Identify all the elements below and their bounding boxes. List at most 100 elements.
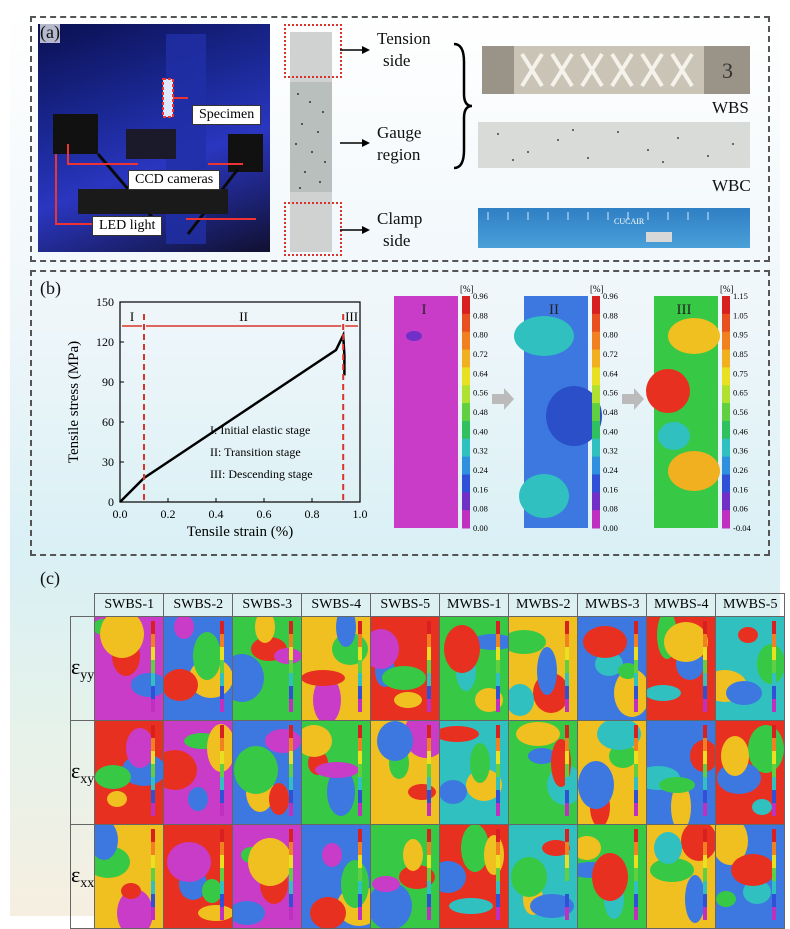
contour-map xyxy=(233,825,302,928)
contour-region xyxy=(618,663,639,679)
colorbar-tick: 0.48 xyxy=(473,407,488,417)
contour-region xyxy=(583,626,628,658)
colorbar-tick: 0.32 xyxy=(473,446,488,456)
mini-colorbar-segment xyxy=(358,790,363,803)
mini-colorbar-segment xyxy=(496,673,501,686)
mini-colorbar-segment xyxy=(703,868,708,881)
mini-colorbar-segment xyxy=(565,907,570,920)
colorbar-tick: 0.24 xyxy=(473,465,489,475)
mini-colorbar-segment xyxy=(151,738,156,751)
mini-colorbar-segment xyxy=(565,738,570,751)
mini-colorbar-segment xyxy=(220,764,225,777)
contour-map xyxy=(716,825,785,928)
mini-colorbar-segment xyxy=(220,621,225,634)
contour-region xyxy=(322,843,343,867)
strain-component-label: εxy xyxy=(69,720,96,825)
strain-map-cell xyxy=(439,720,510,825)
clamp-side-text: Clamp side xyxy=(377,209,423,250)
mini-colorbar-segment xyxy=(634,842,639,855)
contour-region xyxy=(752,799,773,815)
mini-colorbar-segment xyxy=(634,868,639,881)
colorbar-tick: 0.85 xyxy=(733,349,748,359)
mini-colorbar-segment xyxy=(565,764,570,777)
mini-colorbar-segment xyxy=(427,855,432,868)
strain-map-cell xyxy=(508,720,579,825)
map-region xyxy=(646,369,690,413)
contour-region xyxy=(233,901,266,925)
contour-region xyxy=(269,783,290,815)
map-region xyxy=(658,422,690,450)
specimen-label: Specimen xyxy=(192,105,262,125)
mini-colorbar-segment xyxy=(703,699,708,712)
colorbar-tick: 0.88 xyxy=(473,310,488,320)
contour-region xyxy=(233,654,265,702)
column-header: MWBS-5 xyxy=(715,593,786,617)
contour-region xyxy=(726,681,763,705)
colorbar-segment xyxy=(462,313,470,333)
mini-colorbar-segment xyxy=(496,660,501,673)
mini-colorbar-segment xyxy=(634,881,639,894)
colorbar-segment xyxy=(462,367,470,386)
contour-region xyxy=(310,897,347,928)
colorbar-segment xyxy=(722,456,730,475)
colorbar-tick: 0.48 xyxy=(603,407,618,417)
column-header: MWBS-1 xyxy=(439,593,510,617)
mini-colorbar-segment xyxy=(703,842,708,855)
strain-map-cell xyxy=(439,824,510,929)
stage-legend-entry: III: Descending stage xyxy=(210,467,313,481)
contour-region xyxy=(690,740,716,772)
mini-colorbar-segment xyxy=(496,686,501,699)
mini-colorbar-segment xyxy=(496,699,501,712)
mini-colorbar-segment xyxy=(289,855,294,868)
wbs-label: WBS xyxy=(712,98,749,117)
mini-colorbar-segment xyxy=(427,725,432,738)
mini-colorbar-segment xyxy=(565,855,570,868)
strain-map-cell xyxy=(232,720,303,825)
contour-region xyxy=(265,729,302,753)
mini-colorbar-segment xyxy=(289,660,294,673)
strain-map-cell xyxy=(163,824,234,929)
contour-map xyxy=(164,825,233,928)
tension-side-text: Tension side xyxy=(377,29,431,70)
mini-colorbar-segment xyxy=(703,738,708,751)
strain-map-cell xyxy=(646,616,717,721)
colorbar-segment xyxy=(722,492,730,511)
strain-subscript: yy xyxy=(80,667,95,683)
mini-colorbar-segment xyxy=(496,894,501,907)
mini-colorbar-segment xyxy=(772,725,777,738)
contour-region xyxy=(174,617,195,639)
colorbar-tick: 0.06 xyxy=(733,504,748,514)
colorbar-segment xyxy=(592,367,600,386)
mini-colorbar-segment xyxy=(772,842,777,855)
mini-colorbar-segment xyxy=(496,725,501,738)
colorbar-segment xyxy=(592,331,600,351)
mini-colorbar-segment xyxy=(358,699,363,712)
mini-colorbar-segment xyxy=(634,673,639,686)
colorbar-tick: 0.75 xyxy=(733,368,748,378)
mini-colorbar-segment xyxy=(289,829,294,842)
colorbar-segment xyxy=(722,403,730,422)
contour-region xyxy=(654,832,683,864)
mini-colorbar-segment xyxy=(151,621,156,634)
strain-map-stage-3: III [%]1.15 1.05 0.95 0.85 0.75 0.65 0.56 0.46 0.… xyxy=(646,284,751,533)
speckle-pattern xyxy=(290,82,332,192)
mini-colorbar-segment xyxy=(220,673,225,686)
mini-colorbar-segment xyxy=(358,725,363,738)
mini-colorbar-segment xyxy=(289,673,294,686)
stage-label: III xyxy=(345,309,358,324)
colorbar-segment xyxy=(722,331,730,351)
stage-label: I xyxy=(130,309,134,324)
contour-region xyxy=(578,761,615,809)
strain-map-cell xyxy=(577,720,648,825)
y-tick-label: 30 xyxy=(102,455,114,469)
contour-region xyxy=(121,883,142,899)
strain-map-cell xyxy=(301,616,372,721)
contour-map xyxy=(95,721,164,824)
colorbar-tick: 0.96 xyxy=(603,291,618,301)
mini-colorbar-segment xyxy=(289,907,294,920)
mini-colorbar-segment xyxy=(772,855,777,868)
mini-colorbar-segment xyxy=(703,907,708,920)
mini-colorbar-segment xyxy=(358,673,363,686)
mini-colorbar-segment xyxy=(358,855,363,868)
contour-region xyxy=(484,835,505,875)
